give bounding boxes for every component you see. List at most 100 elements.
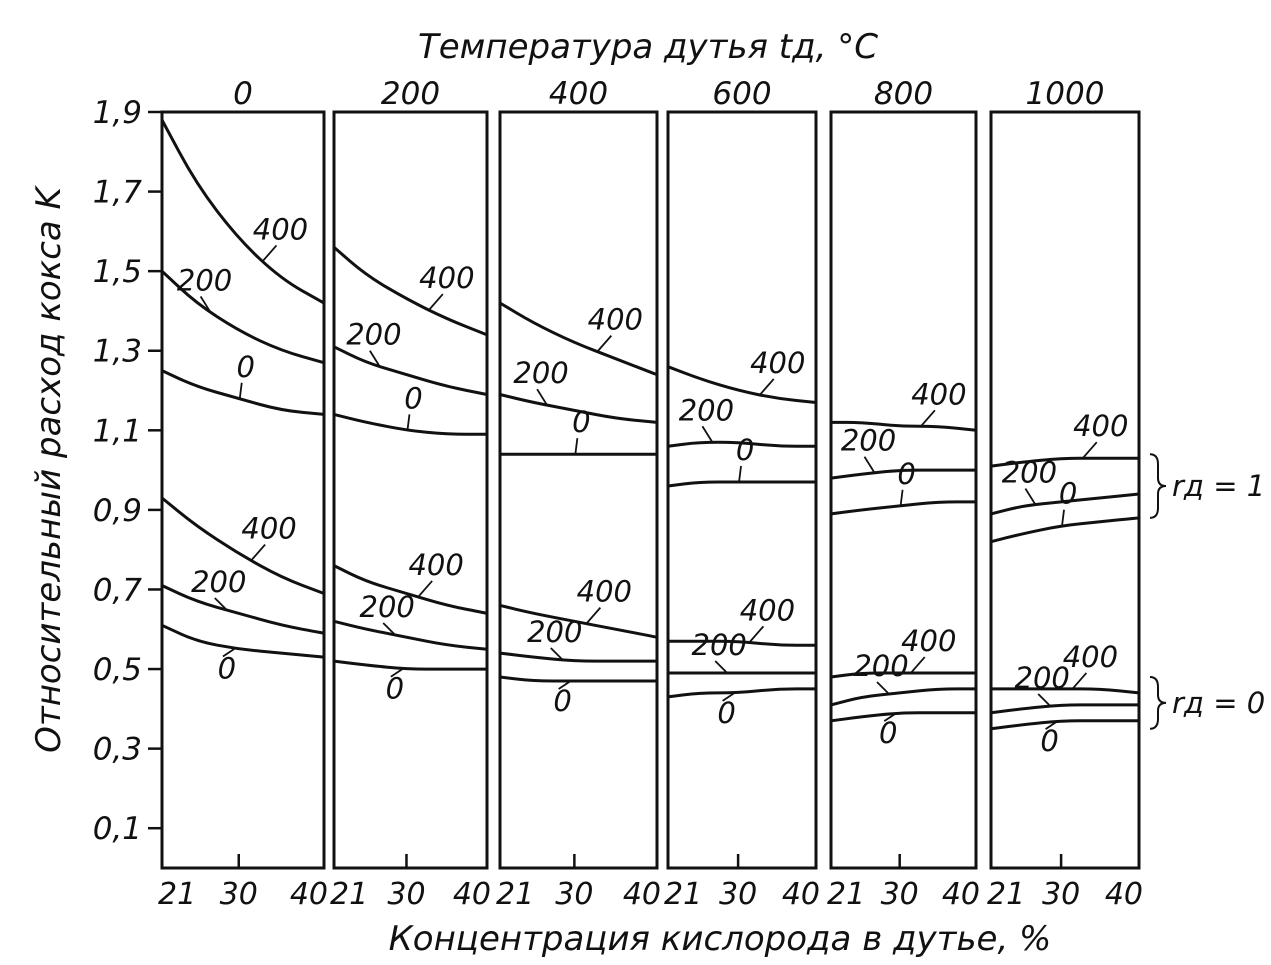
series-label: 200 — [1002, 456, 1057, 490]
panel-frame — [829, 110, 978, 870]
series-line-200-rд=0 — [161, 584, 326, 635]
panel-temperature-label: 200 — [381, 76, 440, 112]
panel-temperature-label: 400 — [549, 76, 608, 112]
series-label-leader — [910, 656, 926, 674]
y-tick-label: 1,5 — [93, 254, 142, 290]
series-line-0-rд=1 — [990, 516, 1141, 544]
series-line-0-rд=1 — [667, 480, 816, 488]
series-label-leader — [596, 335, 613, 353]
panel-frame — [498, 110, 659, 870]
series-label: 0 — [879, 716, 897, 750]
series-label-leader — [428, 293, 444, 311]
y-tick-label: 1,3 — [93, 334, 142, 370]
panel-temperature-label: 600 — [712, 76, 771, 112]
series-line-0-rд=0 — [990, 719, 1139, 731]
series-label-leader — [390, 667, 404, 678]
x-tick-label: 30 — [220, 877, 258, 912]
x-tick-label: 40 — [1105, 877, 1143, 912]
series-line-200-rд=1 — [830, 468, 976, 480]
x-tick-label: 30 — [387, 877, 425, 912]
y-tick-label: 0,5 — [93, 652, 142, 688]
series-line-200-rд=0 — [333, 619, 489, 651]
y-tick-label: 1,1 — [93, 413, 142, 449]
series-label: 0 — [736, 433, 754, 467]
y-tick-label: 0,3 — [93, 732, 142, 768]
x-tick-label: 30 — [719, 877, 757, 912]
series-line-400-rд=1 — [160, 119, 326, 305]
series-label: 200 — [679, 393, 734, 427]
x-tick-label: 40 — [942, 877, 980, 912]
series-label: 0 — [717, 696, 735, 730]
series-line-200-rд=0 — [830, 687, 976, 707]
series-label-leader — [261, 244, 278, 263]
series-label: 0 — [404, 381, 422, 415]
series-label: 200 — [841, 424, 896, 458]
series-line-0-rд=0 — [333, 659, 489, 671]
series-label-leader — [722, 692, 736, 702]
series-label: 0 — [386, 672, 404, 706]
x-tick-label: 30 — [881, 877, 919, 912]
series-line-200-rд=1 — [499, 393, 658, 424]
series-label: 200 — [346, 318, 401, 352]
series-label: 400 — [408, 548, 463, 582]
series-label: 200 — [853, 649, 908, 683]
x-tick-label: 21 — [827, 877, 865, 912]
chart-title: Температура дутья tд, °C — [418, 27, 878, 67]
panel-0: 0 21 30 40 400 200 0 400 200 0 — [158, 76, 328, 912]
y-tick-label: 0,9 — [93, 493, 142, 529]
y-tick-label: 1,7 — [93, 175, 143, 211]
x-tick-label: 21 — [987, 877, 1025, 912]
series-line-400-rд=1 — [333, 246, 489, 337]
x-tick-label: 30 — [1042, 877, 1080, 912]
series-label: 200 — [527, 615, 582, 649]
series-label: 400 — [588, 303, 643, 337]
series-label: 0 — [897, 457, 915, 491]
series-label-leader — [550, 647, 564, 661]
series-line-0-rд=1 — [161, 369, 325, 416]
series-line-400-rд=0 — [333, 564, 489, 615]
series-line-200-rд=1 — [667, 440, 816, 448]
series-line-200-rд=0 — [499, 651, 657, 663]
series-label: 200 — [692, 628, 747, 662]
series-line-0-rд=0 — [499, 675, 657, 683]
series-label-leader — [222, 647, 236, 658]
y-tick-label: 0,1 — [93, 811, 142, 847]
series-label: 400 — [1063, 640, 1118, 674]
series-label: 0 — [553, 684, 571, 718]
series-label: 0 — [237, 350, 255, 384]
group-brace — [1149, 453, 1167, 519]
series-line-200-rд=0 — [990, 703, 1139, 715]
series-label: 400 — [577, 575, 632, 609]
panel-temperature-label: 0 — [233, 76, 253, 112]
series-label-leader — [406, 414, 411, 431]
series-label: 200 — [177, 263, 232, 297]
series-label-leader — [536, 388, 548, 406]
series-line-200-rд=1 — [160, 270, 325, 365]
y-axis: 0,1 0,3 0,5 0,7 0,9 1,1 1,3 1,5 1,7 1,9 — [93, 95, 162, 847]
series-line-0-rд=0 — [667, 687, 816, 699]
series-line-400-rд=0 — [668, 639, 816, 647]
series-label-leader — [701, 425, 714, 443]
series-label-leader — [714, 660, 728, 674]
x-axis-label: Концентрация кислорода в дутье, % — [389, 919, 1052, 959]
series-label-leader — [759, 378, 775, 396]
series-label: 400 — [911, 377, 966, 411]
series-label: 400 — [740, 593, 795, 627]
x-tick-label: 40 — [623, 877, 661, 912]
series-label-leader — [558, 680, 572, 690]
y-axis-label: Относительный расход кокса K — [29, 184, 69, 752]
series-label-leader — [1071, 672, 1088, 690]
x-tick-label: 21 — [496, 877, 534, 912]
series-line-400-rд=0 — [991, 687, 1140, 695]
series-label: 400 — [253, 212, 308, 246]
series-line-0-rд=1 — [333, 412, 489, 436]
series-label: 0 — [1040, 724, 1058, 758]
series-label-leader — [1037, 693, 1051, 707]
